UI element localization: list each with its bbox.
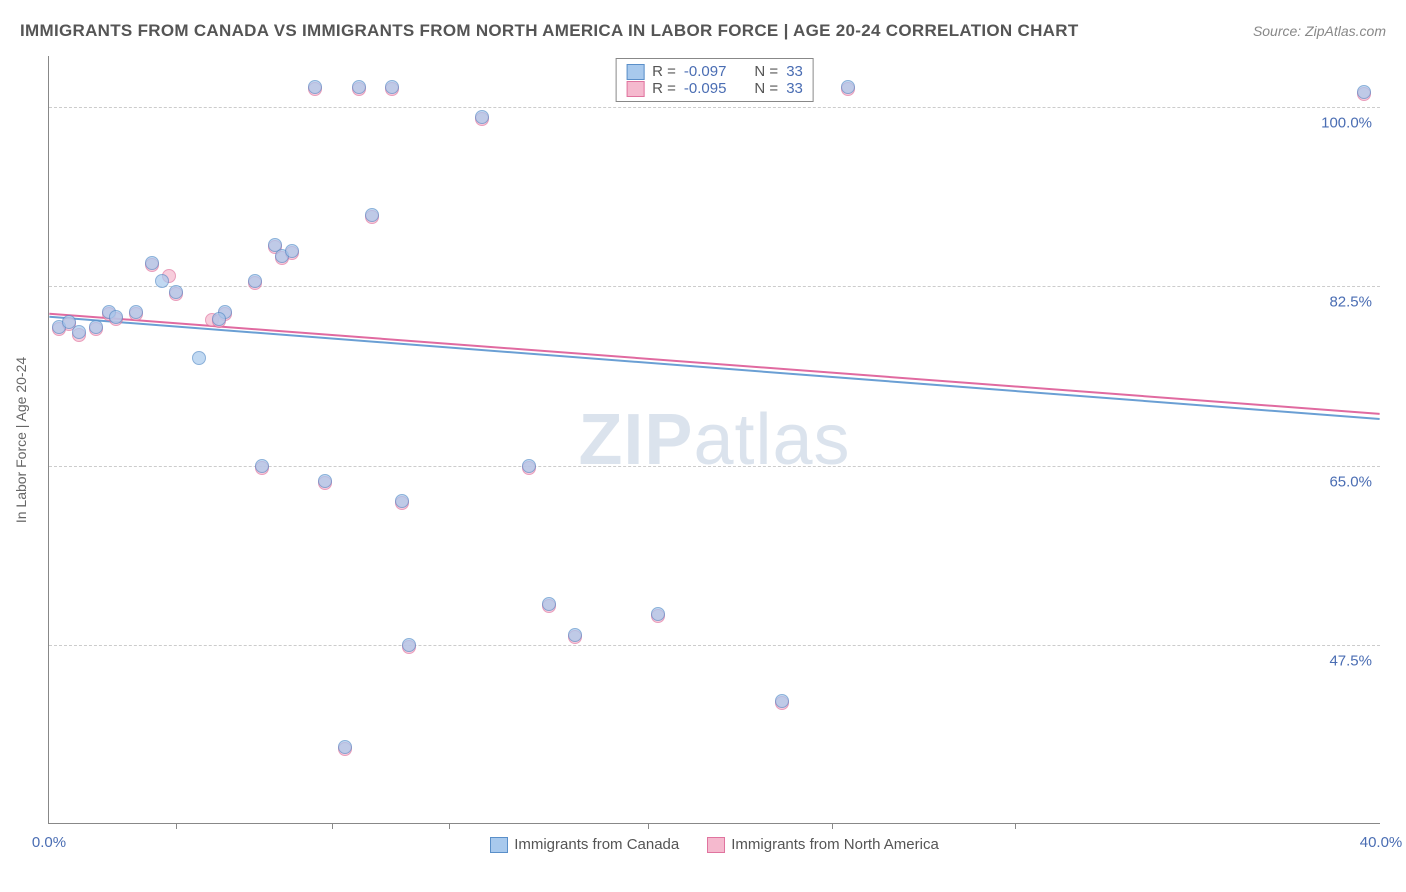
r-label: R = bbox=[652, 80, 676, 97]
legend-bottom: Immigrants from Canada Immigrants from N… bbox=[49, 836, 1380, 853]
data-point bbox=[248, 274, 262, 288]
data-point bbox=[395, 494, 409, 508]
legend-bottom-label-1: Immigrants from North America bbox=[731, 836, 939, 853]
x-tick-label: 40.0% bbox=[1360, 834, 1403, 851]
swatch-series-0 bbox=[626, 64, 644, 80]
legend-stats-row-0: R = -0.097 N = 33 bbox=[626, 63, 803, 80]
swatch-bottom-1 bbox=[707, 837, 725, 853]
r-value-1: -0.095 bbox=[684, 80, 727, 97]
data-point bbox=[352, 80, 366, 94]
title-bar: IMMIGRANTS FROM CANADA VS IMMIGRANTS FRO… bbox=[20, 18, 1386, 44]
data-point bbox=[365, 208, 379, 222]
swatch-bottom-0 bbox=[490, 837, 508, 853]
data-point bbox=[192, 351, 206, 365]
r-value-0: -0.097 bbox=[684, 63, 727, 80]
legend-bottom-label-0: Immigrants from Canada bbox=[514, 836, 679, 853]
data-point bbox=[542, 597, 556, 611]
data-point bbox=[1357, 85, 1371, 99]
chart-title: IMMIGRANTS FROM CANADA VS IMMIGRANTS FRO… bbox=[20, 21, 1079, 41]
data-point bbox=[385, 80, 399, 94]
n-value-1: 33 bbox=[786, 80, 803, 97]
plot-area: ZIPatlas R = -0.097 N = 33 R = -0.095 N … bbox=[48, 56, 1380, 824]
legend-bottom-item-0: Immigrants from Canada bbox=[490, 836, 679, 853]
data-point bbox=[338, 740, 352, 754]
data-point bbox=[89, 320, 103, 334]
n-label: N = bbox=[754, 80, 778, 97]
swatch-series-1 bbox=[626, 81, 644, 97]
y-tick-label: 47.5% bbox=[1329, 652, 1372, 669]
x-tick-mark bbox=[832, 823, 833, 829]
n-value-0: 33 bbox=[786, 63, 803, 80]
data-point bbox=[522, 459, 536, 473]
gridline-h bbox=[49, 645, 1380, 646]
legend-stats: R = -0.097 N = 33 R = -0.095 N = 33 bbox=[615, 58, 814, 102]
n-label: N = bbox=[754, 63, 778, 80]
data-point bbox=[72, 325, 86, 339]
x-tick-label: 0.0% bbox=[32, 834, 66, 851]
data-point bbox=[285, 244, 299, 258]
data-point bbox=[155, 274, 169, 288]
x-tick-mark bbox=[449, 823, 450, 829]
gridline-h bbox=[49, 107, 1380, 108]
gridline-h bbox=[49, 466, 1380, 467]
data-point bbox=[775, 694, 789, 708]
data-point bbox=[255, 459, 269, 473]
trend-lines bbox=[49, 56, 1380, 823]
x-tick-mark bbox=[332, 823, 333, 829]
x-tick-mark bbox=[648, 823, 649, 829]
data-point bbox=[402, 638, 416, 652]
y-tick-label: 82.5% bbox=[1329, 294, 1372, 311]
data-point bbox=[318, 474, 332, 488]
y-axis-label: In Labor Force | Age 20-24 bbox=[13, 356, 29, 522]
data-point bbox=[109, 310, 123, 324]
chart-container: IMMIGRANTS FROM CANADA VS IMMIGRANTS FRO… bbox=[0, 0, 1406, 892]
x-tick-mark bbox=[176, 823, 177, 829]
y-tick-label: 65.0% bbox=[1329, 473, 1372, 490]
data-point bbox=[308, 80, 322, 94]
legend-stats-row-1: R = -0.095 N = 33 bbox=[626, 80, 803, 97]
data-point bbox=[212, 312, 226, 326]
x-tick-mark bbox=[1015, 823, 1016, 829]
data-point bbox=[475, 110, 489, 124]
source-label: Source: ZipAtlas.com bbox=[1253, 23, 1386, 39]
data-point bbox=[651, 607, 665, 621]
legend-bottom-item-1: Immigrants from North America bbox=[707, 836, 939, 853]
r-label: R = bbox=[652, 63, 676, 80]
y-tick-label: 100.0% bbox=[1321, 115, 1372, 132]
data-point bbox=[169, 285, 183, 299]
data-point bbox=[568, 628, 582, 642]
data-point bbox=[129, 305, 143, 319]
data-point bbox=[145, 256, 159, 270]
data-point bbox=[841, 80, 855, 94]
